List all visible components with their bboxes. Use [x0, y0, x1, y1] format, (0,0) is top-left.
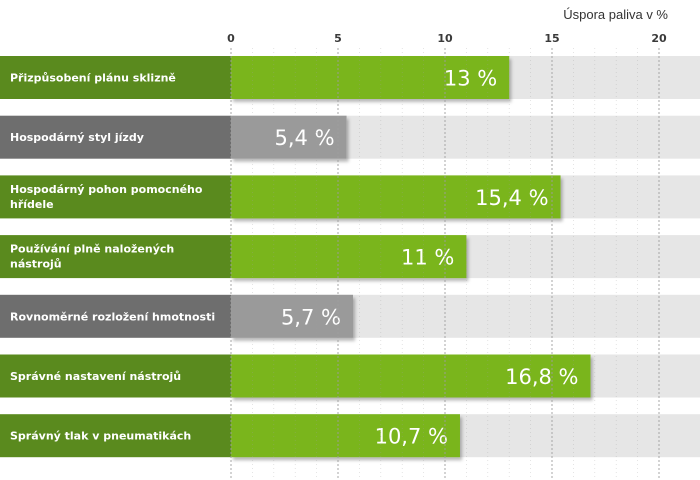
- bar-row: Správný tlak v pneumatikách 10,7 %: [0, 414, 700, 458]
- x-tick-label: 15: [544, 32, 559, 45]
- category-label-box: [0, 414, 231, 458]
- value-label: 5,4 %: [275, 126, 335, 150]
- bar-row: Rovnoměrné rozložení hmotnosti 5,7 %: [0, 294, 700, 338]
- category-label: Používání plně naložených nástrojů: [10, 243, 174, 271]
- value-label: 11 %: [401, 246, 454, 270]
- x-tick-label: 20: [651, 32, 667, 45]
- category-label: Rovnoměrné rozložení hmotnosti: [10, 310, 215, 323]
- x-tick-label: 0: [227, 32, 235, 45]
- value-label: 10,7 %: [375, 425, 448, 449]
- bar-row: Hospodárný styl jízdy 5,4 %: [0, 115, 700, 159]
- category-label-box: [0, 354, 231, 398]
- value-label: 13 %: [444, 67, 497, 91]
- x-axis-ticks: 0 5 10 15 20: [227, 32, 667, 45]
- bar-row: Používání plně naložených nástrojů 11 %: [0, 235, 700, 279]
- bar-row: Hospodárný pohon pomocného hřídele 15,4 %: [0, 175, 700, 219]
- category-label-box: [0, 294, 231, 338]
- bar-rows: Přizpůsobení plánu sklizně 13 % Hospodárný…: [0, 56, 700, 458]
- category-label: Hospodárný pohon pomocného hřídele: [10, 183, 203, 211]
- bar: [231, 56, 510, 99]
- category-label-box: [0, 115, 231, 159]
- x-axis-title: Úspora paliva v %: [563, 7, 668, 22]
- x-tick-label: 5: [334, 32, 342, 45]
- bar: [231, 175, 561, 219]
- bar-row: Přizpůsobení plánu sklizně 13 %: [0, 56, 700, 99]
- category-label: Správné nastavení nástrojů: [10, 370, 181, 383]
- value-label: 15,4 %: [475, 186, 548, 210]
- category-label: Hospodárný styl jízdy: [10, 131, 144, 144]
- bar: [231, 235, 467, 279]
- grid-lines: [230, 48, 660, 480]
- bar-row: Správné nastavení nástrojů 16,8 %: [0, 354, 700, 398]
- bar: [231, 414, 460, 458]
- bar: [231, 294, 353, 338]
- bar: [231, 115, 347, 159]
- value-label: 16,8 %: [505, 365, 578, 389]
- category-label-box: [0, 235, 231, 279]
- category-label-box: [0, 175, 231, 219]
- bar: [231, 354, 591, 398]
- category-label: Přizpůsobení plánu sklizně: [10, 72, 176, 85]
- value-label: 5,7 %: [281, 305, 341, 329]
- x-tick-label: 10: [437, 32, 453, 45]
- category-label: Správný tlak v pneumatikách: [10, 430, 191, 443]
- category-label-box: [0, 56, 231, 99]
